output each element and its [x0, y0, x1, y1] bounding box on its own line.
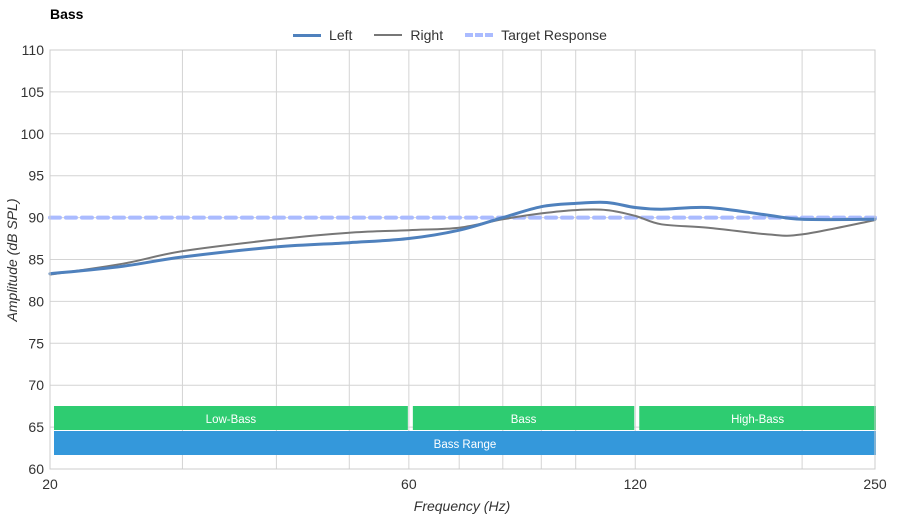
- legend-swatch-left: [293, 33, 322, 37]
- series-line-left: [48, 200, 877, 276]
- band-low-bass: [54, 406, 408, 430]
- y-tick-label: 90: [28, 210, 44, 226]
- y-tick-label: 70: [28, 377, 44, 393]
- y-tick-label: 75: [28, 335, 44, 351]
- legend-label-right: Right: [410, 27, 444, 43]
- legend: Left Right Target Response: [0, 27, 900, 43]
- series-line-right: [49, 208, 876, 276]
- band-bass-range: [54, 431, 876, 455]
- x-tick-label: 60: [401, 476, 417, 492]
- y-tick-label: 100: [21, 126, 45, 142]
- y-tick-label: 110: [22, 42, 45, 58]
- legend-label-target: Target Response: [501, 27, 607, 43]
- band-label: Low-Bass: [206, 414, 257, 426]
- legend-item-right[interactable]: Right: [374, 27, 443, 43]
- x-tick-label: 20: [42, 476, 58, 492]
- y-tick-label: 95: [28, 168, 44, 184]
- plot-border: [49, 49, 876, 470]
- y-tick-label: 85: [28, 252, 44, 268]
- y-tick-label: 60: [28, 461, 44, 477]
- band-label: High-Bass: [731, 414, 784, 426]
- legend-swatch-target: [465, 33, 494, 37]
- x-tick-label: 120: [624, 476, 648, 492]
- band-label: Bass: [511, 414, 537, 426]
- band-high-bass: [639, 406, 876, 430]
- x-axis-label: Frequency (Hz): [414, 498, 510, 514]
- band-label: Bass Range: [434, 439, 497, 451]
- legend-label-left: Left: [329, 27, 353, 43]
- band-bass: [412, 406, 635, 430]
- y-tick-label: 80: [28, 293, 44, 309]
- y-tick-label: 105: [21, 84, 45, 100]
- chart-title: Bass: [50, 6, 84, 22]
- legend-item-left[interactable]: Left: [293, 27, 352, 43]
- x-tick-label: 250: [863, 476, 887, 492]
- legend-item-target[interactable]: Target Response: [465, 27, 607, 43]
- y-axis-label: Amplitude (dB SPL): [4, 199, 20, 323]
- frequency-bands: Low-Bass Bass High-Bass Bass Range: [54, 406, 876, 455]
- legend-swatch-right: [374, 34, 403, 36]
- y-tick-label: 65: [28, 419, 44, 435]
- series-lines: [48, 200, 877, 276]
